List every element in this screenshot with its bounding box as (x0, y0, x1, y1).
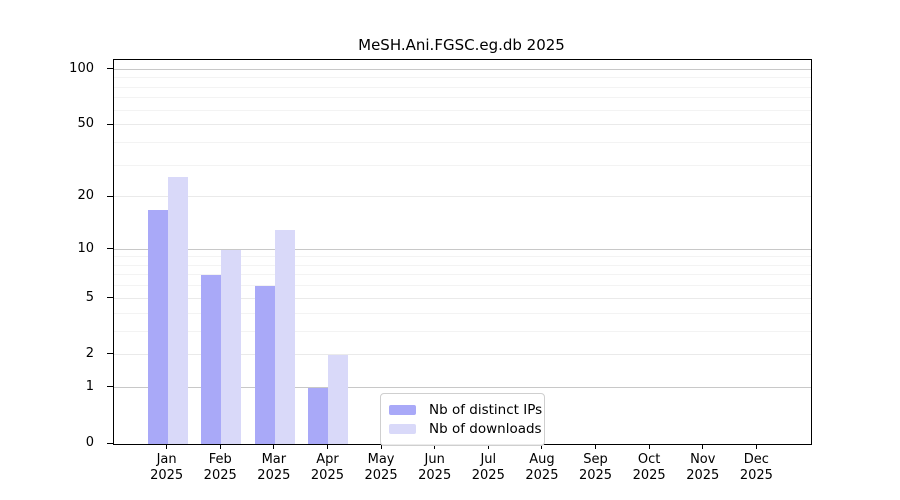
legend-label-downloads: Nb of downloads (429, 420, 542, 437)
bar-downloads-jan (167, 176, 188, 444)
major-gridline (114, 297, 811, 299)
bar-downloads-mar (274, 230, 295, 444)
x-tick-may (380, 444, 382, 449)
minor-gridline (114, 312, 811, 314)
x-tick-oct (648, 444, 650, 449)
minor-gridline (114, 86, 811, 88)
x-tick-mar (273, 444, 275, 449)
legend: Nb of distinct IPs Nb of downloads (380, 393, 545, 446)
bar-distinct-ips-jan (147, 209, 168, 444)
y-label-10: 10 (77, 240, 94, 256)
minor-gridline (114, 164, 811, 166)
bar-distinct-ips-feb (201, 275, 222, 444)
minor-gridline (114, 274, 811, 276)
legend-label-distinct-ips: Nb of distinct IPs (429, 401, 543, 418)
x-label-sep: Sep 2025 (578, 452, 613, 483)
x-tick-dec (755, 444, 757, 449)
y-tick-1 (107, 386, 113, 388)
bar-distinct-ips-mar (254, 286, 275, 444)
x-tick-apr (326, 444, 328, 449)
legend-item-distinct-ips: Nb of distinct IPs (389, 400, 542, 419)
bar-distinct-ips-apr (308, 387, 329, 444)
x-label-feb: Feb 2025 (203, 452, 237, 483)
minor-gridline (114, 330, 811, 332)
minor-gridline (114, 256, 811, 258)
x-label-dec: Dec 2025 (739, 452, 773, 483)
x-label-apr: Apr 2025 (310, 452, 344, 483)
x-label-nov: Nov 2025 (686, 452, 720, 483)
x-tick-sep (595, 444, 597, 449)
plot-area: Nb of distinct IPs Nb of downloads (113, 59, 812, 446)
minor-gridline (114, 77, 811, 79)
x-label-mar: Mar 2025 (257, 452, 291, 483)
minor-gridline (114, 97, 811, 99)
y-tick-2 (107, 353, 113, 355)
major-gridline (114, 196, 811, 198)
x-tick-jul (487, 444, 489, 449)
minor-gridline (114, 109, 811, 111)
y-label-2: 2 (85, 345, 94, 361)
x-label-jul: Jul 2025 (471, 452, 505, 483)
y-label-20: 20 (77, 188, 94, 204)
x-label-aug: Aug 2025 (525, 452, 559, 483)
x-tick-aug (541, 444, 543, 449)
y-tick-20 (107, 195, 113, 197)
bar-downloads-apr (328, 354, 349, 444)
legend-swatch-distinct-ips (389, 404, 416, 415)
y-label-100: 100 (69, 60, 94, 76)
x-label-may: May 2025 (364, 452, 398, 483)
y-tick-100 (107, 68, 113, 70)
major-gridline (114, 124, 811, 126)
legend-item-downloads: Nb of downloads (389, 419, 542, 438)
x-tick-nov (702, 444, 704, 449)
major-gridline (114, 68, 811, 70)
y-label-5: 5 (85, 289, 94, 305)
y-tick-0 (107, 442, 113, 444)
y-tick-10 (107, 248, 113, 250)
x-tick-jun (434, 444, 436, 449)
x-label-jun: Jun 2025 (418, 452, 452, 483)
major-gridline (114, 353, 811, 355)
bar-downloads-feb (221, 249, 242, 444)
major-gridline (114, 248, 811, 250)
minor-gridline (114, 141, 811, 143)
x-tick-jan (166, 444, 168, 449)
x-label-oct: Oct 2025 (632, 452, 666, 483)
minor-gridline (114, 264, 811, 266)
legend-swatch-downloads (389, 423, 416, 434)
y-label-0: 0 (85, 435, 94, 450)
y-label-50: 50 (77, 116, 94, 132)
y-label-1: 1 (85, 378, 94, 394)
minor-gridline (114, 285, 811, 287)
x-tick-feb (219, 444, 221, 449)
major-gridline (114, 386, 811, 388)
x-label-jan: Jan 2025 (150, 452, 184, 483)
chart-title: MeSH.Ani.FGSC.eg.db 2025 (358, 36, 565, 54)
y-tick-50 (107, 123, 113, 125)
y-tick-5 (107, 297, 113, 299)
